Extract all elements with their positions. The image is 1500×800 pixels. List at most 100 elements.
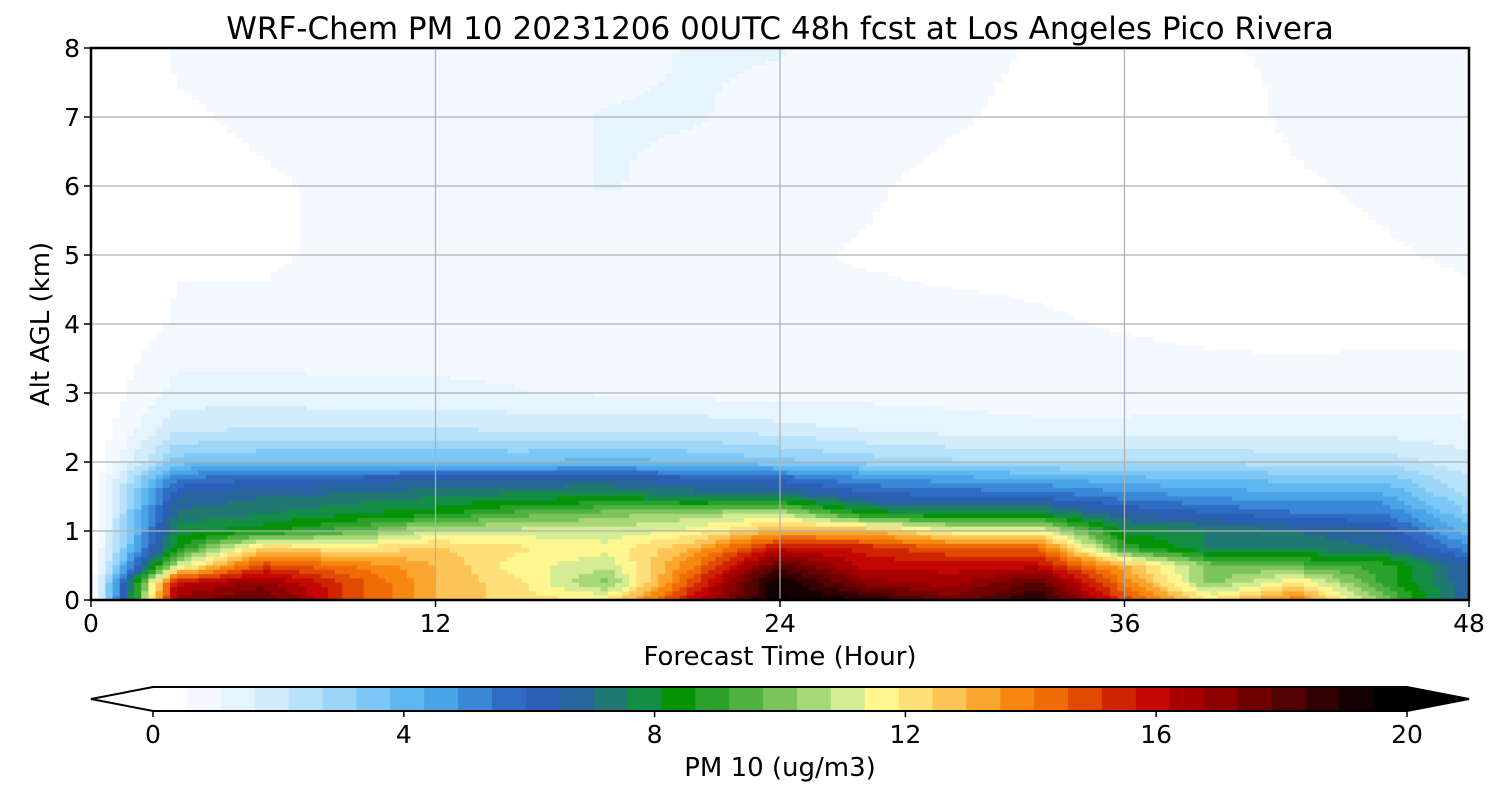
contour-cell [708, 535, 731, 541]
contour-cell [320, 552, 458, 558]
contour-cell [1102, 500, 1183, 506]
contour-cell [923, 513, 1054, 519]
contour-cell [1239, 587, 1262, 592]
contour-cell [1203, 556, 1312, 562]
colorbar-swatch [559, 687, 595, 711]
contour-cell [134, 535, 142, 541]
contour-cell [227, 569, 243, 575]
contour-cell [1425, 522, 1449, 528]
contour-cell [284, 531, 343, 536]
contour-cell [500, 492, 652, 498]
contour-cell [1325, 595, 1341, 601]
y-tick-label: 6 [64, 172, 80, 201]
contour-cell [1368, 569, 1398, 575]
contour-cell [256, 151, 594, 157]
contour-cell [665, 591, 673, 597]
contour-cell [105, 595, 114, 601]
contour-cell [708, 414, 1032, 420]
contour-cell [1361, 587, 1377, 592]
contour-cell [1411, 479, 1441, 485]
contour-cell [1024, 298, 1470, 304]
contour-cell [1124, 591, 1140, 597]
contour-cell [91, 565, 99, 571]
contour-cell [162, 470, 171, 476]
contour-cell [686, 526, 731, 532]
contour-cell [141, 569, 150, 575]
contour-cell [1217, 591, 1240, 597]
contour-cell [141, 496, 150, 502]
y-axis-label: Alt AGL (km) [26, 242, 56, 406]
contour-cell [636, 582, 645, 588]
contour-cell [155, 552, 164, 558]
contour-cell [657, 470, 788, 476]
contour-cell [959, 591, 996, 597]
contour-cell [729, 595, 738, 601]
contour-cell [1260, 569, 1305, 575]
contour-cell [291, 574, 322, 580]
contour-cell [1404, 242, 1470, 247]
contour-cell [299, 224, 867, 230]
colorbar-swatch [1305, 687, 1340, 711]
contour-cell [823, 505, 846, 511]
contour-cell [629, 578, 638, 584]
contour-cell [880, 207, 1362, 213]
contour-cell [91, 371, 135, 377]
contour-cell [112, 552, 121, 558]
contour-cell [134, 457, 150, 463]
contour-cell [514, 384, 1470, 390]
contour-cell [1009, 578, 1047, 584]
contour-cell [880, 505, 1054, 511]
contour-cell [112, 518, 121, 523]
contour-cell [91, 177, 293, 183]
contour-cell [1232, 574, 1276, 580]
contour-cell [169, 298, 1025, 304]
contour-cell [1074, 492, 1169, 498]
contour-cell [1354, 591, 1370, 597]
contour-cell [636, 561, 652, 567]
contour-cell [708, 578, 724, 584]
contour-cell [794, 457, 953, 463]
contour-cell [1160, 587, 1169, 592]
contour-cell [1325, 177, 1470, 183]
contour-cell [1117, 522, 1197, 528]
contour-cell [787, 569, 810, 575]
contour-cell [91, 242, 300, 247]
contour-cell [794, 578, 817, 584]
contour-cell [657, 82, 724, 88]
contour-cell [772, 561, 803, 567]
contour-cell [1375, 587, 1391, 592]
contour-cell [126, 595, 135, 601]
contour-cell [299, 233, 860, 239]
contour-cell [887, 272, 1463, 278]
contour-cell [471, 500, 580, 506]
contour-cell [1418, 587, 1441, 592]
contour-cell [1397, 496, 1420, 502]
contour-cell [1174, 341, 1470, 347]
contour-cell [1210, 561, 1305, 567]
contour-cell [1052, 531, 1061, 536]
contour-cell [1411, 591, 1427, 597]
contour-cell [1447, 569, 1470, 575]
contour-cell [184, 492, 329, 498]
contour-cell [119, 565, 128, 571]
contour-cell [937, 431, 1470, 437]
contour-cell [241, 569, 264, 575]
contour-cell [1067, 565, 1083, 571]
colorbar-swatch [288, 687, 324, 711]
contour-cell [1160, 513, 1255, 519]
contour-cell [1045, 526, 1061, 532]
contour-cell [1110, 569, 1126, 575]
contour-cell [557, 561, 616, 567]
contour-cell [91, 134, 236, 140]
contour-cell [1052, 539, 1068, 545]
contour-cell [162, 324, 1097, 329]
contour-cell [636, 574, 652, 580]
contour-cell [1009, 470, 1269, 476]
contour-cell [622, 99, 716, 105]
contour-cell [780, 535, 817, 541]
contour-cell [413, 578, 437, 584]
contour-cell [823, 552, 867, 558]
contour-cell [155, 401, 874, 407]
contour-cell [91, 117, 214, 122]
contour-cell [119, 595, 128, 601]
